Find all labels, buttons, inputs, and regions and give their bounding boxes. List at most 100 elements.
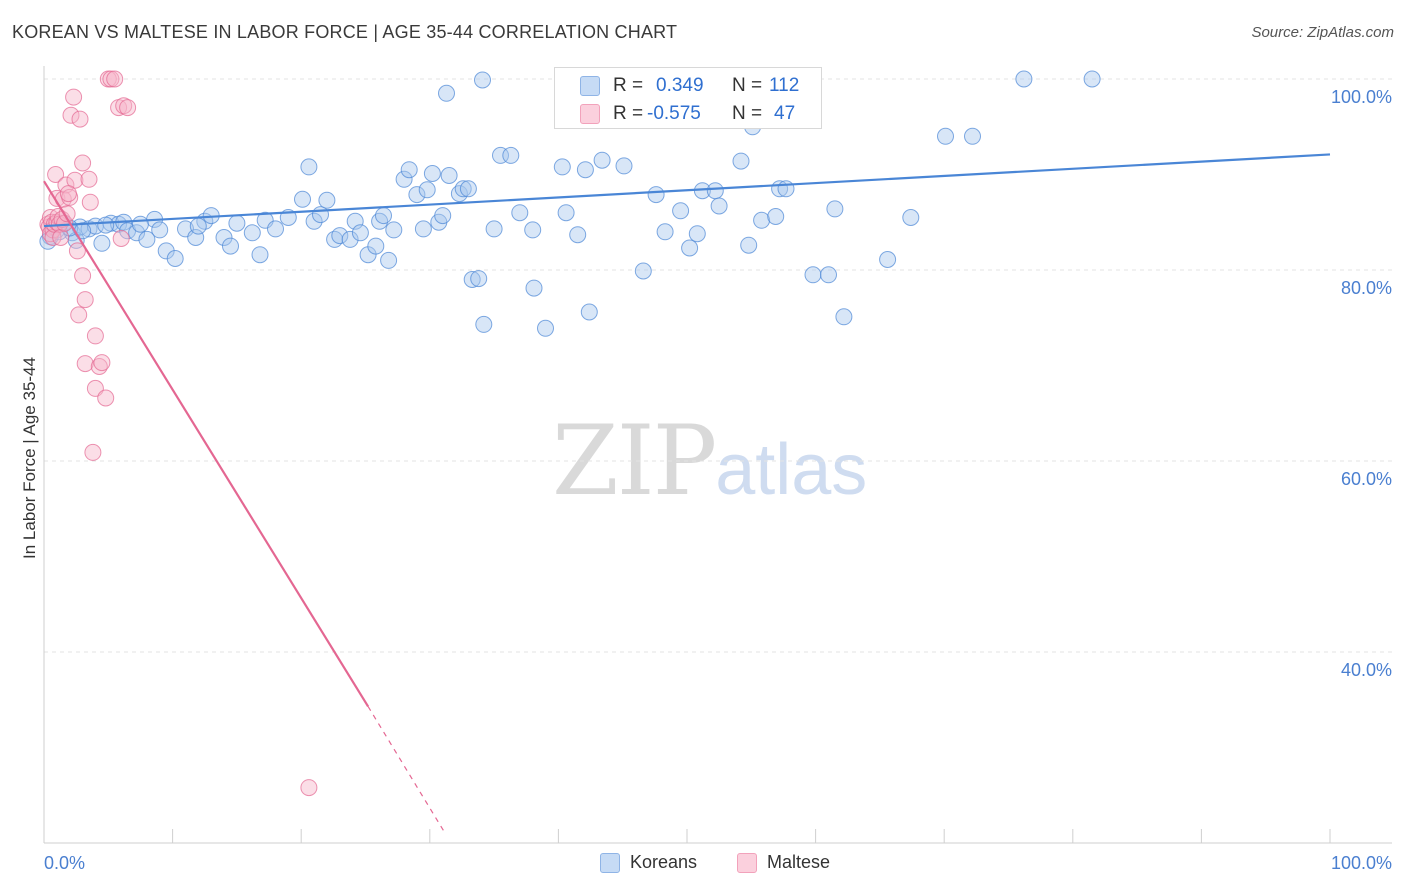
- korean-point: [375, 207, 392, 225]
- korean-point: [732, 152, 750, 170]
- korean-point: [312, 206, 329, 224]
- legend-label-koreans: Koreans: [630, 852, 698, 872]
- korean-point: [475, 315, 493, 333]
- korean-point: [189, 217, 207, 235]
- korean-point: [434, 207, 452, 225]
- legend-swatch-koreans: [600, 852, 620, 873]
- korean-point: [537, 319, 554, 337]
- korean-point: [688, 225, 706, 243]
- korean-point: [318, 191, 336, 209]
- korean-point: [414, 220, 432, 238]
- korean-point: [647, 186, 665, 204]
- chart-title: KOREAN VS MALTESE IN LABOR FORCE | AGE 3…: [12, 22, 678, 42]
- korean-point: [131, 215, 149, 233]
- maltese-point: [76, 291, 94, 309]
- korean-point: [93, 234, 111, 252]
- korean-point: [553, 158, 571, 176]
- legend-item-maltese[interactable]: Maltese: [737, 852, 830, 873]
- y-tick-label: 100.0%: [1331, 87, 1392, 107]
- korean-point: [557, 204, 575, 222]
- maltese-point: [300, 779, 318, 797]
- korean-point: [305, 212, 323, 230]
- korean-point: [151, 221, 169, 239]
- maltese-point: [76, 355, 94, 373]
- watermark-zip: ZIP: [552, 405, 717, 517]
- watermark-atlas: atlas: [715, 430, 868, 510]
- korean-point: [576, 161, 594, 179]
- korean-point: [485, 220, 503, 238]
- maltese-point: [97, 389, 115, 407]
- maltese-trend-line: [43, 180, 370, 708]
- axes: [43, 66, 1392, 844]
- korean-point: [463, 271, 481, 288]
- korean-point: [753, 211, 771, 229]
- legend-item-koreans[interactable]: Koreans: [600, 852, 697, 873]
- korean-point: [331, 227, 349, 245]
- maltese-point: [86, 327, 104, 345]
- korean-point: [440, 167, 458, 184]
- korean-point: [767, 208, 785, 225]
- stats-n-value: 47: [774, 103, 796, 124]
- korean-point: [294, 190, 311, 208]
- maltese-point: [71, 110, 89, 128]
- korean-point: [454, 180, 472, 198]
- stats-n-label: N =: [732, 75, 763, 96]
- korean-point: [820, 266, 837, 284]
- korean-point: [395, 170, 413, 188]
- korean-point: [672, 202, 690, 220]
- korean-point: [835, 308, 853, 326]
- maltese-trend-extension: [367, 706, 446, 834]
- korean-point: [470, 270, 488, 288]
- korean-point: [300, 158, 318, 176]
- legend-swatch-maltese: [737, 852, 757, 873]
- korean-point: [400, 161, 418, 179]
- y-tick-label: 60.0%: [1341, 469, 1392, 489]
- korean-point: [569, 226, 587, 244]
- stats-swatch-koreans: [580, 76, 600, 96]
- maltese-points: [39, 70, 318, 797]
- korean-point: [459, 180, 477, 198]
- maltese-point: [62, 106, 80, 124]
- maltese-point: [84, 443, 102, 461]
- korean-point: [740, 236, 758, 254]
- maltese-point: [58, 205, 76, 223]
- stats-r-label: R =: [613, 75, 644, 96]
- korean-point: [524, 221, 542, 239]
- korean-point: [804, 266, 822, 284]
- korean-point: [681, 239, 699, 257]
- korean-point: [1083, 70, 1101, 88]
- stats-r-value: -0.575: [647, 103, 701, 124]
- legend-label-maltese: Maltese: [767, 852, 831, 872]
- stats-box: R = 0.349 N = 112 R = -0.575 N = 47: [554, 67, 822, 129]
- maltese-point: [74, 154, 92, 172]
- y-tick-label: 80.0%: [1341, 278, 1392, 298]
- korean-point: [525, 279, 543, 297]
- korean-trend-line: [43, 153, 1331, 228]
- korean-point: [580, 303, 598, 321]
- korean-point: [593, 151, 611, 169]
- stats-n-label: N =: [732, 103, 763, 124]
- stats-n-value: 112: [769, 75, 800, 96]
- korean-point: [380, 251, 398, 269]
- maltese-point: [47, 166, 65, 183]
- korean-point: [502, 146, 520, 164]
- korean-point: [615, 157, 633, 175]
- maltese-point: [93, 354, 111, 372]
- korean-point: [826, 200, 844, 218]
- legend: Koreans Maltese: [0, 852, 1406, 878]
- korean-point: [474, 71, 491, 89]
- stats-swatch-maltese: [580, 104, 600, 124]
- x-tick-label: 0.0%: [44, 853, 85, 873]
- korean-point: [511, 204, 529, 222]
- korean-point: [243, 224, 261, 242]
- gridlines: [44, 78, 1392, 653]
- korean-point: [710, 197, 728, 215]
- korean-point: [251, 246, 269, 264]
- korean-point: [267, 220, 284, 238]
- maltese-point: [70, 306, 88, 324]
- maltese-point: [68, 242, 86, 260]
- maltese-point: [102, 70, 120, 88]
- korean-point: [215, 229, 233, 246]
- maltese-point: [52, 229, 70, 246]
- trend-lines: [43, 153, 1331, 834]
